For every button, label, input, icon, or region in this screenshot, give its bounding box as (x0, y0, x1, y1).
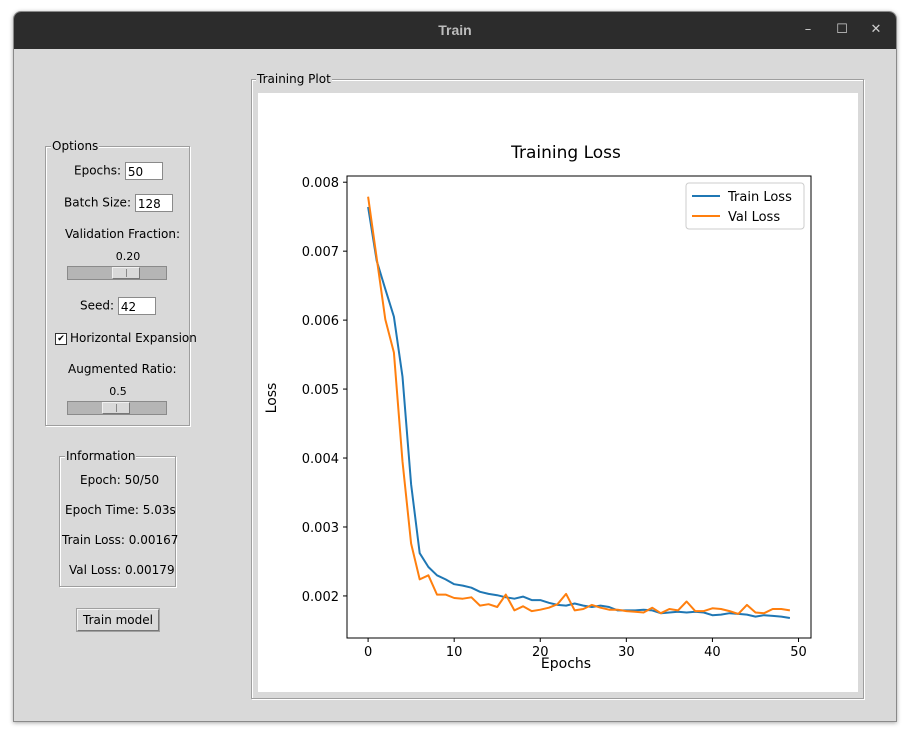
x-tick-label: 20 (532, 645, 549, 660)
options-frame (45, 146, 190, 426)
batch-size-label: Batch Size: (64, 195, 131, 210)
training-loss-chart: Training Loss 0 10 20 30 40 50 0.002 0.003 0.004… (264, 143, 812, 672)
y-tick-label: 0.005 (302, 383, 339, 398)
y-axis-label: Loss (264, 383, 280, 414)
y-tick-label: 0.004 (302, 452, 339, 467)
y-tick-label: 0.006 (302, 314, 339, 329)
information-legend: Information (65, 449, 137, 463)
x-axis-label: Epochs (541, 656, 591, 672)
plot-canvas: Training Loss 0 10 20 30 40 50 0.002 0.003 0.004… (258, 93, 858, 692)
x-tick-label: 30 (618, 645, 635, 660)
options-legend: Options (51, 139, 100, 153)
val-loss-readout: Val Loss: 0.00179 (69, 563, 175, 577)
x-tick-label: 0 (364, 645, 372, 660)
seed-label: Seed: (80, 298, 115, 313)
chart-title: Training Loss (510, 143, 621, 163)
training-plot-frame (251, 79, 864, 699)
close-icon[interactable]: ✕ (870, 22, 882, 37)
window-title: Train (438, 22, 472, 38)
epochs-row: Epochs: 50 (74, 162, 163, 180)
axes-frame (346, 175, 812, 639)
batch-size-input[interactable]: 128 (134, 194, 173, 212)
minimize-icon[interactable]: – (804, 22, 812, 37)
y-tick-label: 0.003 (302, 521, 339, 536)
augmented-ratio-slider[interactable] (67, 401, 167, 415)
horizontal-expansion-row[interactable]: ✔ Horizontal Expansion (55, 331, 197, 345)
legend-box (685, 182, 805, 230)
series-line-val-loss (367, 196, 791, 615)
validation-fraction-label: Validation Fraction: (65, 227, 181, 241)
train-loss-readout: Train Loss: 0.00167 (62, 533, 179, 547)
augmented-ratio-label: Augmented Ratio: (68, 362, 177, 376)
validation-fraction-value: 0.20 (115, 250, 141, 263)
series-line-train-loss (367, 206, 791, 619)
title-bar: Train – ☐ ✕ (14, 12, 896, 49)
x-tick-label: 10 (446, 645, 463, 660)
y-tick-label: 0.007 (302, 245, 339, 260)
training-plot-legend: Training Plot (256, 72, 332, 86)
epochs-input[interactable]: 50 (124, 162, 163, 180)
train-window: Train – ☐ ✕ Options Epochs: 50 Batch Siz… (13, 11, 897, 722)
batch-size-row: Batch Size: 128 (64, 194, 173, 212)
horizontal-expansion-checkbox[interactable]: ✔ (55, 332, 67, 345)
legend-label: Train Loss (727, 190, 792, 205)
seed-row: Seed: 42 (80, 297, 156, 315)
augmented-ratio-value: 0.5 (109, 385, 127, 398)
epoch-count: Epoch: 50/50 (80, 473, 160, 487)
x-tick-label: 40 (704, 645, 721, 660)
epochs-label: Epochs: (74, 163, 122, 178)
plot-area: 0 10 20 30 40 50 0.002 0.003 0.004 0.005 0.006 0.00… (302, 175, 812, 660)
y-tick-label: 0.008 (302, 176, 339, 191)
validation-fraction-slider[interactable] (67, 266, 167, 280)
seed-input[interactable]: 42 (117, 297, 156, 315)
legend-label: Val Loss (728, 210, 780, 225)
horizontal-expansion-label: Horizontal Expansion (70, 331, 197, 345)
x-tick-label: 50 (790, 645, 807, 660)
maximize-icon[interactable]: ☐ (836, 22, 848, 37)
epoch-time: Epoch Time: 5.03s (65, 503, 176, 517)
validation-fraction-handle[interactable] (112, 267, 140, 279)
y-tick-label: 0.002 (302, 590, 339, 605)
augmented-ratio-handle[interactable] (101, 402, 130, 414)
train-model-button[interactable]: Train model (77, 609, 159, 631)
